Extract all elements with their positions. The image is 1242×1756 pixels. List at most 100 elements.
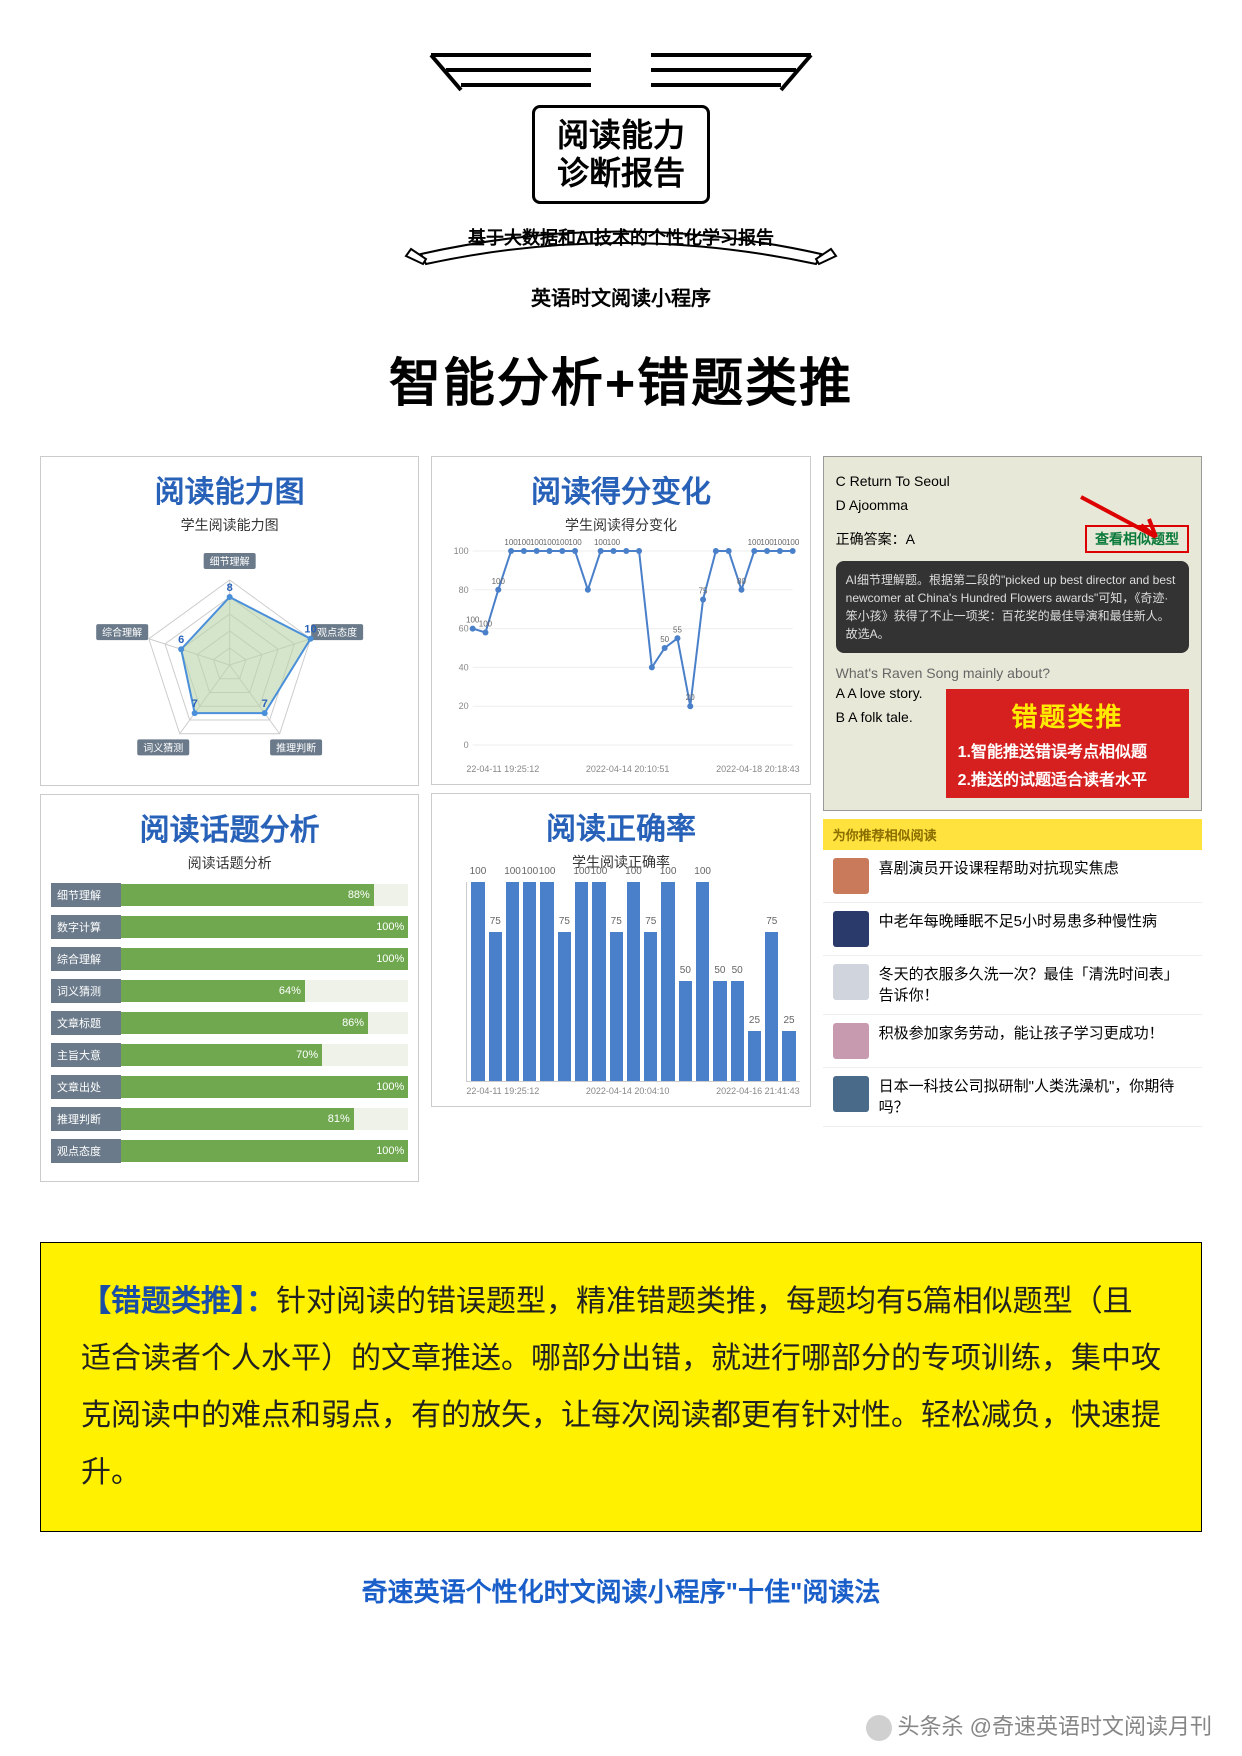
svg-text:100: 100 — [556, 538, 570, 547]
emblem-sub: 英语时文阅读小程序 — [381, 282, 861, 311]
rec-thumb — [833, 1023, 869, 1059]
topic-bars: 细节理解 88% 数字计算 100% 综合理解 100% 词义猜测 64% 文章… — [51, 883, 408, 1163]
rec-thumb — [833, 1076, 869, 1112]
svg-text:10: 10 — [304, 624, 316, 636]
svg-text:60: 60 — [459, 623, 469, 633]
question-panel: C Return To Seoul D Ajoomma 正确答案：A 查看相似题… — [823, 456, 1202, 811]
topic-bar-label: 文章标题 — [51, 1011, 121, 1035]
rec-item[interactable]: 喜剧演员开设课程帮助对抗现实焦虑 — [823, 850, 1202, 903]
main-title: 智能分析+错题类推 — [40, 341, 1202, 416]
yellow-description: 【错题类推】：针对阅读的错误题型，精准错题类推，每题均有5篇相似题型（且适合读者… — [40, 1242, 1202, 1532]
radar-panel: 阅读能力图 学生阅读能力图 细节理解观点态度推理判断词义猜测综合理解810776 — [40, 456, 419, 786]
svg-text:7: 7 — [192, 698, 198, 710]
accuracy-title: 阅读正确率 — [442, 804, 799, 848]
svg-text:100: 100 — [569, 538, 583, 547]
topic-bar-row: 主旨大意 70% — [51, 1043, 408, 1067]
svg-text:8: 8 — [227, 582, 233, 594]
accuracy-bar: 25 — [782, 1031, 795, 1081]
svg-text:100: 100 — [454, 546, 469, 556]
explanation: AI细节理解题。根据第二段的"picked up best director a… — [836, 561, 1189, 653]
red-title: 错题类推 — [958, 697, 1177, 734]
emblem-banner: 基于大数据和AI技术的个性化学习报告 — [381, 214, 861, 274]
accuracy-chart: 100 75 100 100 100 75 100 100 75 100 75 — [466, 882, 799, 1082]
svg-text:50: 50 — [661, 635, 670, 644]
topic-bar-label: 文章出处 — [51, 1075, 121, 1099]
accuracy-bar: 100 — [471, 882, 484, 1081]
topic-bar-label: 观点态度 — [51, 1139, 121, 1163]
q2-option-b[interactable]: B A folk tale. — [836, 705, 946, 729]
recommendations-panel: 为你推荐相似阅读 喜剧演员开设课程帮助对抗现实焦虑 中老年每晚睡眠不足5小时易患… — [823, 819, 1202, 1127]
rec-text: 冬天的衣服多久洗一次？最佳「清洗时间表」告诉你！ — [879, 964, 1192, 1006]
rec-thumb — [833, 911, 869, 947]
accuracy-bar: 100 — [575, 882, 588, 1081]
accuracy-bar: 75 — [644, 932, 657, 1081]
topic-bar-row: 细节理解 88% — [51, 883, 408, 907]
svg-text:20: 20 — [686, 693, 695, 702]
rec-text: 中老年每晚睡眠不足5小时易患多种慢性病 — [879, 911, 1157, 932]
accuracy-bar: 100 — [696, 882, 709, 1081]
red-line-1: 1.智能推送错误考点相似题 — [958, 738, 1177, 762]
svg-text:词义猜测: 词义猜测 — [143, 741, 183, 754]
accuracy-bar: 75 — [489, 932, 502, 1081]
svg-text:7: 7 — [262, 698, 268, 710]
footer-text: 奇速英语个性化时文阅读小程序"十佳"阅读法 — [40, 1572, 1202, 1609]
svg-text:100: 100 — [786, 538, 800, 547]
topic-bar-label: 数字计算 — [51, 915, 121, 939]
topic-bar-label: 综合理解 — [51, 947, 121, 971]
rec-item[interactable]: 积极参加家务劳动，能让孩子学习更成功！ — [823, 1015, 1202, 1068]
svg-text:100: 100 — [492, 577, 506, 586]
svg-text:20: 20 — [459, 701, 469, 711]
rec-text: 积极参加家务劳动，能让孩子学习更成功！ — [879, 1023, 1164, 1044]
accuracy-panel: 阅读正确率 学生阅读正确率 100 75 100 100 100 75 100 … — [431, 793, 810, 1107]
rec-item[interactable]: 中老年每晚睡眠不足5小时易患多种慢性病 — [823, 903, 1202, 956]
emblem-title-box: 阅读能力 诊断报告 — [532, 105, 710, 204]
topic-bar-row: 词义猜测 64% — [51, 979, 408, 1003]
red-callout: 错题类推 1.智能推送错误考点相似题 2.推送的试题适合读者水平 — [946, 689, 1189, 798]
topic-bar-row: 文章出处 100% — [51, 1075, 408, 1099]
topic-bar-row: 综合理解 100% — [51, 947, 408, 971]
yellow-label: 【错题类推】： — [81, 1285, 276, 1318]
svg-text:100: 100 — [479, 619, 493, 628]
emblem-title-2: 诊断报告 — [557, 154, 685, 192]
svg-text:综合理解: 综合理解 — [102, 626, 142, 639]
answer-label: 正确答案：A — [836, 529, 915, 549]
topic-bar-row: 观点态度 100% — [51, 1139, 408, 1163]
line-sub: 学生阅读得分变化 — [442, 515, 799, 535]
radar-title: 阅读能力图 — [51, 467, 408, 511]
accuracy-x-dates: 22-04-11 19:25:122022-04-14 20:04:102022… — [466, 1086, 799, 1096]
accuracy-bar: 100 — [627, 882, 640, 1081]
svg-text:100: 100 — [607, 538, 621, 547]
topic-title: 阅读话题分析 — [51, 805, 408, 849]
accuracy-bar: 50 — [713, 981, 726, 1081]
rec-item[interactable]: 日本一科技公司拟研制"人类洗澡机"，你期待吗？ — [823, 1068, 1202, 1127]
accuracy-bar: 50 — [679, 981, 692, 1081]
svg-text:80: 80 — [737, 577, 746, 586]
topic-panel: 阅读话题分析 阅读话题分析 细节理解 88% 数字计算 100% 综合理解 10… — [40, 794, 419, 1182]
accuracy-bar: 100 — [661, 882, 674, 1081]
rec-item[interactable]: 冬天的衣服多久洗一次？最佳「清洗时间表」告诉你！ — [823, 956, 1202, 1015]
report-emblem: 阅读能力 诊断报告 基于大数据和AI技术的个性化学习报告 英语时文阅读小程序 — [381, 40, 861, 311]
emblem-title-1: 阅读能力 — [557, 116, 685, 154]
accuracy-bar: 100 — [523, 882, 536, 1081]
line-panel: 阅读得分变化 学生阅读得分变化 020406080100100100100100… — [431, 456, 810, 785]
q2-option-a[interactable]: A A love story. — [836, 681, 946, 705]
accuracy-bar: 75 — [610, 932, 623, 1081]
rec-text: 喜剧演员开设课程帮助对抗现实焦虑 — [879, 858, 1119, 879]
topic-bar-row: 推理判断 81% — [51, 1107, 408, 1131]
accuracy-bar: 25 — [748, 1031, 761, 1081]
line-chart: 0204060801001001001001001001001001001001… — [466, 545, 799, 755]
accuracy-bar: 75 — [765, 932, 778, 1081]
accuracy-sub: 学生阅读正确率 — [442, 852, 799, 872]
topic-bar-label: 主旨大意 — [51, 1043, 121, 1067]
topic-bar-row: 文章标题 86% — [51, 1011, 408, 1035]
radar-chart: 细节理解观点态度推理判断词义猜测综合理解810776 — [51, 545, 408, 775]
watermark: 头条杀 @奇速英语时文阅读月刊 — [866, 1709, 1212, 1741]
question-2: What's Raven Song mainly about? — [836, 665, 1189, 681]
rec-header: 为你推荐相似阅读 — [823, 819, 1202, 850]
rec-thumb — [833, 964, 869, 1000]
svg-text:55: 55 — [673, 625, 682, 634]
accuracy-bar: 100 — [592, 882, 605, 1081]
rec-list: 喜剧演员开设课程帮助对抗现实焦虑 中老年每晚睡眠不足5小时易患多种慢性病 冬天的… — [823, 850, 1202, 1127]
svg-text:推理判断: 推理判断 — [276, 741, 316, 754]
svg-text:100: 100 — [748, 538, 762, 547]
